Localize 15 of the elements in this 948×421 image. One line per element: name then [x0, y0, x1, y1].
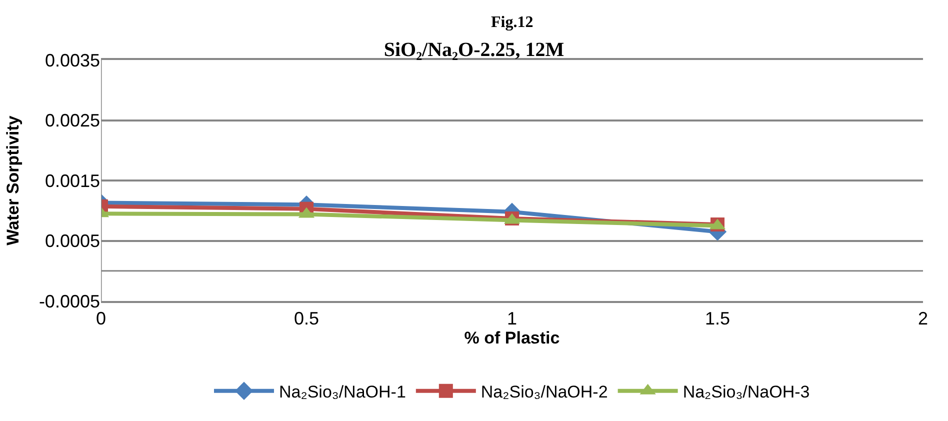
legend-label: Na₂Sio₃/NaOH-3	[682, 382, 810, 402]
legend-label: Na₂Sio₃/NaOH-1	[279, 382, 406, 402]
x-tick-label: 2	[918, 308, 928, 328]
legend-label: Na₂Sio₃/NaOH-2	[480, 382, 608, 402]
y-tick-label: 0.0005	[44, 231, 100, 252]
x-tick-label: 0.5	[294, 308, 320, 328]
chart-title: SiO₂/Na₂O-2.25, 12M	[384, 39, 564, 62]
caption: Fig.12	[491, 14, 534, 31]
x-axis-title: % of Plastic	[464, 328, 560, 348]
y-axis-title: Water Sorptivity	[3, 115, 22, 246]
x-tick-label: 1.5	[704, 308, 730, 328]
y-tick-label: 0.0035	[44, 50, 100, 70]
y-tick-label: 0.0025	[44, 110, 100, 131]
y-tick-label: 0.0015	[44, 170, 100, 191]
x-tick-label: 1	[506, 308, 518, 328]
